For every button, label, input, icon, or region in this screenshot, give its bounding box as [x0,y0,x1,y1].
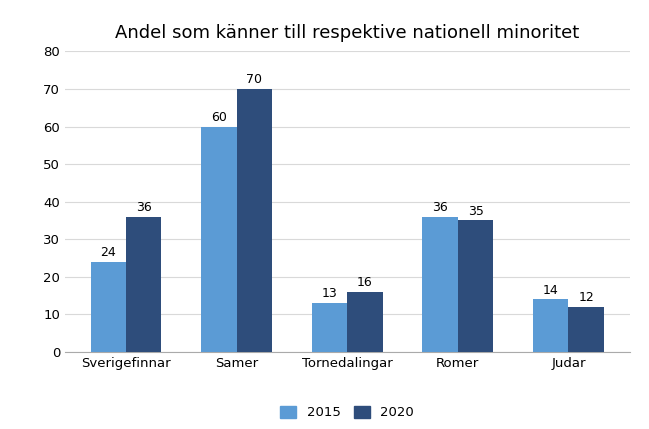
Text: 14: 14 [543,284,559,296]
Bar [91,262,126,352]
Text: 16: 16 [357,276,373,289]
Text: 36: 36 [136,201,151,214]
Text: 35: 35 [467,205,484,218]
Text: 12: 12 [578,291,594,304]
Bar [201,127,237,352]
Bar [458,221,493,352]
Bar [126,217,162,352]
Bar [422,217,458,352]
Text: 13: 13 [322,287,337,300]
Legend: 2015, 2020: 2015, 2020 [275,400,419,424]
Text: 60: 60 [211,111,227,124]
Bar [569,307,604,352]
Title: Andel som känner till respektive nationell minoritet: Andel som känner till respektive natione… [115,24,580,42]
Bar [533,299,569,352]
Text: 36: 36 [432,201,448,214]
Bar [347,292,383,352]
Text: 24: 24 [101,246,116,259]
Bar [312,303,347,352]
Bar [237,89,272,352]
Text: 70: 70 [246,73,262,86]
